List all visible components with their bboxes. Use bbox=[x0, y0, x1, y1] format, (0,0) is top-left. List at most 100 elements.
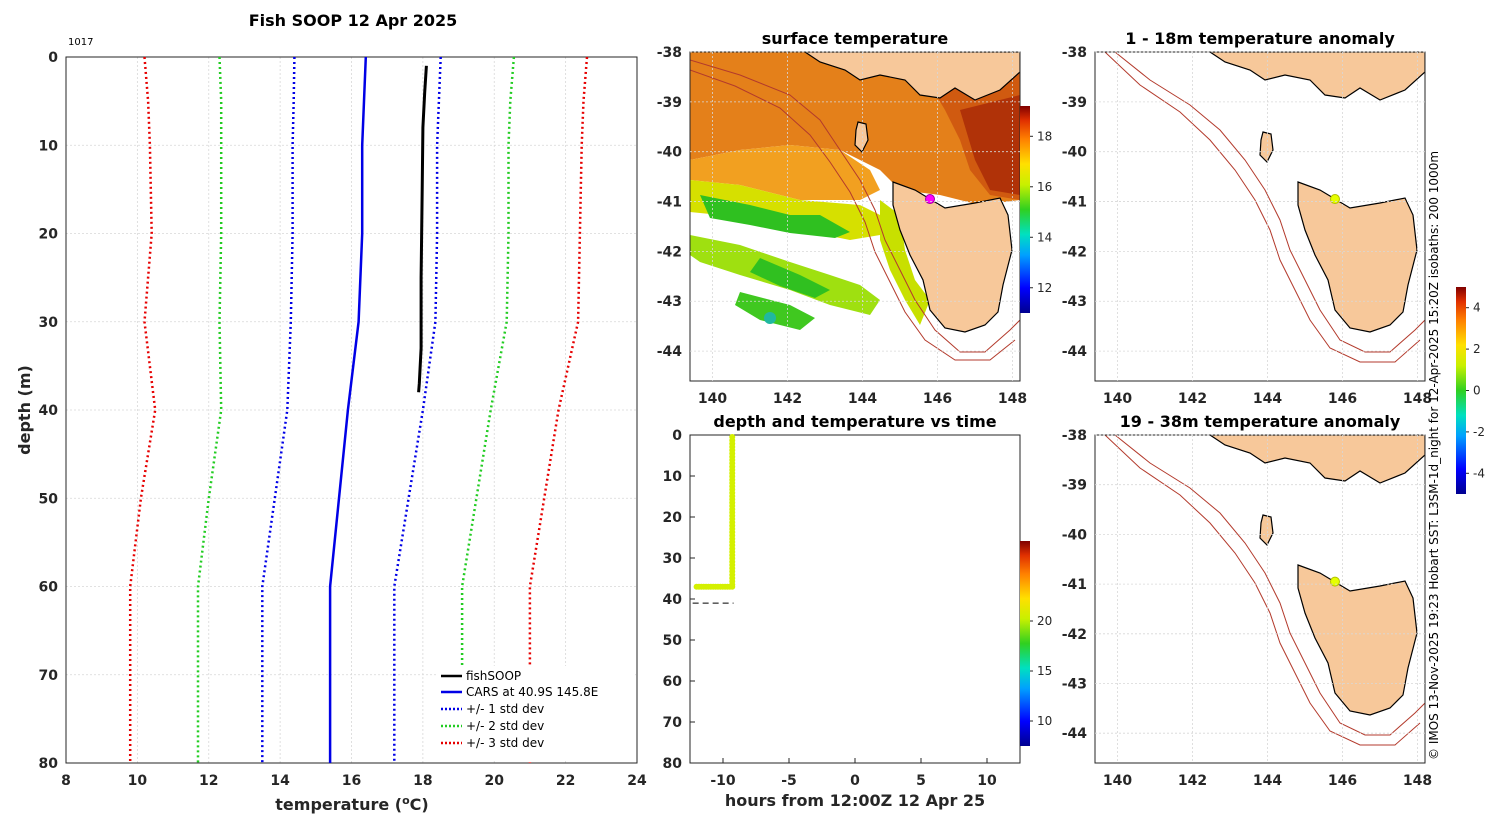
profile-x-label: temperature (oC) bbox=[275, 794, 428, 814]
anomaly-cbtick: 0 bbox=[1473, 384, 1481, 398]
sst-y-tick: -39 bbox=[657, 95, 682, 111]
sst-colorbar bbox=[1020, 106, 1030, 313]
depth-time-x-tick: 5 bbox=[916, 773, 926, 789]
profile-y-tick: 60 bbox=[39, 580, 59, 596]
depth-time-y-tick: 70 bbox=[663, 715, 683, 731]
anomaly-deep-x-tick: 144 bbox=[1253, 773, 1282, 789]
anomaly-colorbar bbox=[1456, 287, 1466, 494]
profile-x-tick: 22 bbox=[556, 773, 575, 789]
depth-time-cbtick: 10 bbox=[1037, 714, 1052, 728]
profile-x-ticks: 8 10 12 14 16 18 20 22 24 bbox=[61, 773, 647, 789]
anomaly-deep-x-tick: 142 bbox=[1178, 773, 1207, 789]
profile-x-tick: 16 bbox=[342, 773, 361, 789]
anomaly-cbtick: -4 bbox=[1473, 466, 1485, 480]
profile-series-fishsoop bbox=[419, 66, 427, 393]
profile-x-tick: 24 bbox=[627, 773, 647, 789]
profile-legend: fishSOOP CARS at 40.9S 145.8E +/- 1 std … bbox=[437, 666, 635, 761]
profile-y-tick: 50 bbox=[39, 491, 59, 507]
legend-std2: +/- 2 std dev bbox=[466, 719, 544, 733]
sst-x-tick: 148 bbox=[998, 391, 1027, 407]
profile-y-tick: 20 bbox=[39, 227, 59, 243]
legend-cars: CARS at 40.9S 145.8E bbox=[466, 685, 598, 699]
legend-fishsoop: fishSOOP bbox=[466, 669, 521, 683]
anomaly-shallow-x-tick: 142 bbox=[1178, 391, 1207, 407]
depth-time-y-tick: 20 bbox=[663, 510, 683, 526]
anomaly-deep-x-tick: 146 bbox=[1328, 773, 1357, 789]
depth-time-x-label: hours from 12:00Z 12 Apr 25 bbox=[725, 791, 985, 810]
credit-text: © IMOS 13-Nov-2025 19:23 Hobart SST: L3S… bbox=[1427, 151, 1441, 760]
anomaly-shallow-title: 1 - 18m temperature anomaly bbox=[1125, 29, 1395, 48]
sst-cool-patch bbox=[764, 312, 776, 324]
anomaly-deep-title: 19 - 38m temperature anomaly bbox=[1120, 412, 1401, 431]
profile-x-tick: 20 bbox=[485, 773, 505, 789]
figure: Fish SOOP 12 Apr 2025 1017 8 10 12 14 16 18 20… bbox=[0, 0, 1500, 820]
anomaly-deep-y-tick: -38 bbox=[1062, 428, 1087, 444]
sst-panel: surface temperature bbox=[657, 29, 1053, 407]
anomaly-deep-x-tick: 140 bbox=[1103, 773, 1132, 789]
sst-colorbar-ticks: 12 14 16 18 bbox=[1030, 129, 1052, 294]
anomaly-shallow-y-tick: -41 bbox=[1062, 195, 1087, 211]
anomaly-deep-y-tick: -42 bbox=[1062, 627, 1087, 643]
profile-y-label: depth (m) bbox=[15, 365, 34, 455]
depth-time-axes-box bbox=[690, 435, 1020, 763]
depth-time-y-tick: 0 bbox=[672, 428, 682, 444]
profile-x-tick: 12 bbox=[199, 773, 218, 789]
sst-y-tick: -38 bbox=[657, 45, 682, 61]
depth-time-colorbar bbox=[1020, 541, 1030, 746]
anomaly-cbtick: -2 bbox=[1473, 425, 1485, 439]
sst-map bbox=[690, 52, 1020, 381]
legend-std3: +/- 3 std dev bbox=[466, 736, 544, 750]
depth-time-x-tick: -10 bbox=[710, 773, 736, 789]
anomaly-shallow-y-tick: -42 bbox=[1062, 244, 1087, 260]
anomaly-deep-panel: 19 - 38m temperature anomaly 140 142 144 14… bbox=[1062, 412, 1432, 789]
depth-time-x-tick: 0 bbox=[850, 773, 860, 789]
anomaly-shallow-y-tick: -38 bbox=[1062, 45, 1087, 61]
profile-panel: Fish SOOP 12 Apr 2025 1017 8 10 12 14 16 18 20… bbox=[15, 11, 647, 814]
sst-cbtick: 12 bbox=[1037, 281, 1052, 295]
sst-y-tick: -40 bbox=[657, 145, 683, 161]
profile-x-tick: 18 bbox=[413, 773, 432, 789]
profile-y-tick: 40 bbox=[39, 403, 59, 419]
depth-time-x-tick: 10 bbox=[977, 773, 997, 789]
anomaly-deep-y-tick: -39 bbox=[1062, 478, 1087, 494]
profile-series-minus2 bbox=[198, 57, 221, 763]
profile-y-tick: 10 bbox=[39, 138, 59, 154]
anomaly-shallow-map bbox=[1095, 52, 1425, 381]
profile-y-tick: 80 bbox=[39, 756, 59, 772]
anomaly-deep-y-tick: -44 bbox=[1062, 726, 1088, 742]
anomaly-shallow-y-tick: -44 bbox=[1062, 344, 1088, 360]
anomaly-cbtick: 4 bbox=[1473, 301, 1481, 315]
depth-time-y-tick: 40 bbox=[663, 592, 683, 608]
anomaly-deep-marker bbox=[1331, 577, 1340, 586]
depth-time-y-tick: 60 bbox=[663, 674, 683, 690]
depth-time-cbtick: 15 bbox=[1037, 664, 1052, 678]
depth-time-cbtick: 20 bbox=[1037, 614, 1052, 628]
sst-y-tick: -41 bbox=[657, 195, 682, 211]
depth-time-y-tick: 80 bbox=[663, 756, 683, 772]
sst-cbtick: 18 bbox=[1037, 129, 1052, 143]
profile-id: 1017 bbox=[68, 37, 93, 48]
depth-time-y-tick: 50 bbox=[663, 633, 683, 649]
profile-grid bbox=[66, 57, 637, 763]
profile-y-tick: 70 bbox=[39, 668, 59, 684]
depth-time-x-tick: -5 bbox=[781, 773, 797, 789]
anomaly-deep-map bbox=[1095, 435, 1425, 763]
depth-time-panel: depth and temperature vs time -10 -5 0 5 10 … bbox=[663, 412, 1053, 810]
profile-series-plus1 bbox=[394, 57, 440, 763]
sst-y-tick: -42 bbox=[657, 244, 682, 260]
legend-std1: +/- 1 std dev bbox=[466, 702, 544, 716]
sst-x-tick: 142 bbox=[773, 391, 802, 407]
sst-y-tick: -43 bbox=[657, 294, 682, 310]
anomaly-colorbar-ticks: -4 -2 0 2 4 bbox=[1466, 301, 1485, 481]
sst-x-tick: 144 bbox=[848, 391, 877, 407]
profile-y-tick: 0 bbox=[48, 50, 58, 66]
anomaly-deep-y-tick: -41 bbox=[1062, 577, 1087, 593]
profile-x-tick: 14 bbox=[270, 773, 290, 789]
depth-time-y-tick: 30 bbox=[663, 551, 683, 567]
anomaly-deep-y-tick: -43 bbox=[1062, 676, 1087, 692]
sst-title: surface temperature bbox=[762, 29, 949, 48]
anomaly-shallow-x-tick: 144 bbox=[1253, 391, 1282, 407]
sst-x-tick: 140 bbox=[698, 391, 727, 407]
anomaly-cbtick: 2 bbox=[1473, 342, 1481, 356]
profile-y-tick: 30 bbox=[39, 315, 59, 331]
